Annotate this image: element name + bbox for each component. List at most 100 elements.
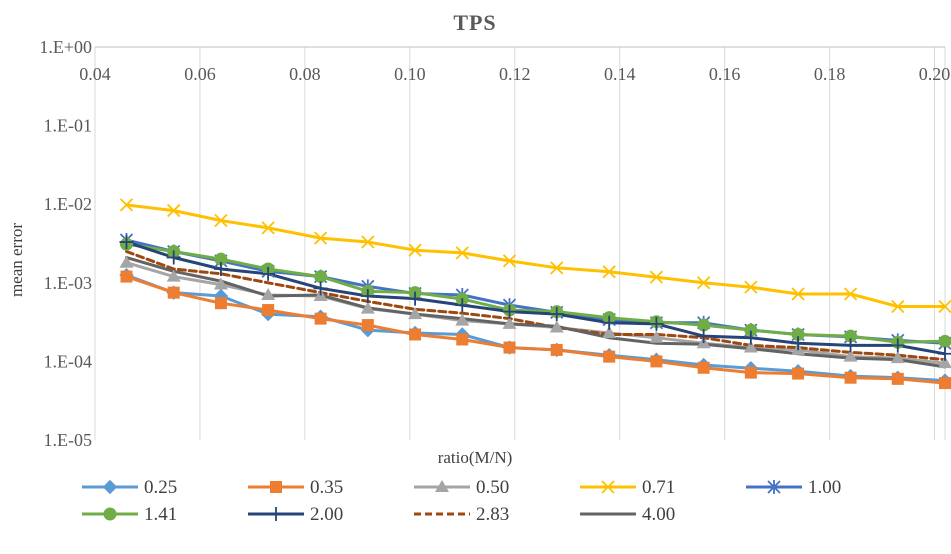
data-point-0.50 xyxy=(938,356,951,369)
data-point-0.50 xyxy=(649,330,664,343)
data-point-0.35 xyxy=(262,304,275,317)
data-point-2.00 xyxy=(261,266,276,281)
x-tick-label: 0.14 xyxy=(604,64,636,84)
y-tick-label: 1.E-05 xyxy=(44,430,93,450)
series-line-2.00 xyxy=(125,240,947,356)
series-line-1.41 xyxy=(125,242,947,344)
x-tick-label: 0.10 xyxy=(394,64,426,84)
data-point-0.71 xyxy=(408,243,422,257)
y-tick-label: 1.E-02 xyxy=(44,194,93,214)
legend-label-2.00: 2.00 xyxy=(310,504,343,525)
legend-marker-0.35 xyxy=(270,481,282,493)
data-point-0.50 xyxy=(502,316,517,329)
data-point-0.71 xyxy=(119,198,134,212)
data-point-0.35 xyxy=(409,328,422,341)
y-tick-label: 1.E-01 xyxy=(44,116,93,136)
data-point-0.71 xyxy=(843,287,858,301)
data-point-0.35 xyxy=(503,341,516,354)
y-tick-label: 1.E-03 xyxy=(44,273,93,293)
data-point-0.71 xyxy=(938,299,951,314)
data-point-0.50 xyxy=(549,320,564,333)
data-point-2.00 xyxy=(360,288,375,303)
data-point-0.71 xyxy=(455,246,469,260)
data-point-0.50 xyxy=(843,349,858,362)
data-point-2.00 xyxy=(696,329,711,344)
data-point-0.35 xyxy=(891,372,904,385)
data-point-0.50 xyxy=(119,255,134,268)
data-point-2.00 xyxy=(313,281,328,296)
legend-label-0.35: 0.35 xyxy=(310,477,343,498)
data-point-0.50 xyxy=(166,269,181,282)
data-point-0.35 xyxy=(939,377,951,390)
x-tick-label: 0.08 xyxy=(289,64,321,84)
data-point-1.41 xyxy=(744,323,758,337)
legend-marker-0.25 xyxy=(102,479,118,495)
data-point-0.71 xyxy=(550,261,564,275)
legend-label-0.71: 0.71 xyxy=(642,477,675,498)
gridlines xyxy=(94,47,946,440)
data-point-1.41 xyxy=(314,270,328,284)
data-point-0.50 xyxy=(602,325,617,338)
data-point-1.41 xyxy=(844,329,858,343)
data-point-0.71 xyxy=(502,254,517,268)
series-markers xyxy=(119,198,951,390)
data-point-2.00 xyxy=(502,304,517,319)
data-point-0.71 xyxy=(744,280,758,294)
x-tick-label: 0.04 xyxy=(79,64,111,84)
data-point-0.35 xyxy=(744,366,757,379)
data-point-0.71 xyxy=(261,221,275,235)
data-point-0.35 xyxy=(214,297,227,310)
data-point-0.71 xyxy=(697,276,711,290)
legend-marker-1.00 xyxy=(767,480,781,494)
data-point-0.71 xyxy=(361,235,375,249)
data-point-2.00 xyxy=(549,307,564,322)
legend-marker-1.41 xyxy=(103,507,117,521)
x-tick-label: 0.18 xyxy=(814,64,846,84)
y-tick-label: 1.E+00 xyxy=(39,37,92,57)
data-point-0.35 xyxy=(550,343,563,356)
data-point-0.35 xyxy=(792,367,805,380)
data-point-2.00 xyxy=(455,298,470,313)
data-point-0.71 xyxy=(649,270,664,284)
data-point-0.35 xyxy=(314,312,327,325)
data-point-2.00 xyxy=(890,338,905,353)
x-tick-label: 0.06 xyxy=(184,64,216,84)
data-point-0.71 xyxy=(214,213,228,228)
legend-label-2.83: 2.83 xyxy=(476,504,509,525)
x-tick-label: 0.12 xyxy=(499,64,531,84)
x-tick-label: 0.20 xyxy=(919,64,951,84)
series-line-2.83 xyxy=(125,250,947,362)
y-axis-title: mean error xyxy=(7,223,26,297)
data-point-1.41 xyxy=(214,252,228,266)
series-lines xyxy=(125,203,947,385)
data-point-0.35 xyxy=(650,355,663,368)
axes: 0.04 0.06 0.08 0.10 0.12 0.14 0.16 0.18 0.20 1.E+… xyxy=(39,37,950,450)
data-point-1.41 xyxy=(938,334,951,348)
data-point-2.00 xyxy=(743,330,758,345)
series-line-4.00 xyxy=(125,256,947,369)
legend: 0.25 0.35 0.50 0.71 1.00 1.41 2.00 2.83 4.00 xyxy=(82,477,841,525)
data-point-0.50 xyxy=(213,277,228,290)
data-point-0.50 xyxy=(360,301,375,314)
legend-marker-0.71 xyxy=(601,480,615,494)
legend-label-1.00: 1.00 xyxy=(808,477,841,498)
data-point-2.00 xyxy=(602,315,617,330)
data-point-0.71 xyxy=(791,287,805,301)
series-line-0.71 xyxy=(125,203,947,308)
data-point-0.35 xyxy=(697,361,710,374)
data-point-0.50 xyxy=(261,287,276,300)
data-point-0.71 xyxy=(313,231,328,245)
x-tick-label: 0.16 xyxy=(709,64,741,84)
legend-label-0.25: 0.25 xyxy=(144,477,177,498)
legend-label-0.50: 0.50 xyxy=(476,477,509,498)
data-point-0.35 xyxy=(120,270,133,283)
data-point-0.35 xyxy=(844,371,857,384)
data-point-0.71 xyxy=(891,299,905,314)
legend-label-4.00: 4.00 xyxy=(642,504,675,525)
data-point-0.35 xyxy=(361,319,374,332)
data-point-2.00 xyxy=(408,291,423,306)
data-point-2.00 xyxy=(649,316,664,331)
data-point-0.35 xyxy=(456,333,469,346)
